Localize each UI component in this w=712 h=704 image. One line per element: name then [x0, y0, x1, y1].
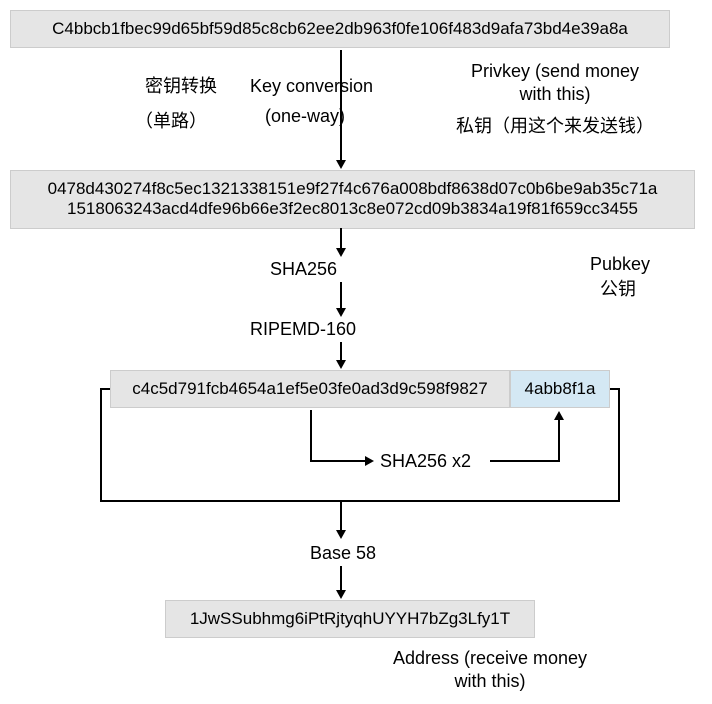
- arrow-head: [554, 411, 564, 420]
- privkey-box: C4bbcb1fbec99d65bf59d85c8cb62ee2db963f0f…: [10, 10, 670, 48]
- checksum-box: 4abb8f1a: [510, 370, 610, 408]
- arrow-head: [336, 308, 346, 317]
- pubkey-box: 0478d430274f8c5ec1321338151e9f27f4c676a0…: [10, 170, 695, 229]
- sha256x2-label: SHA256 x2: [380, 450, 471, 473]
- hash160-text: c4c5d791fcb4654a1ef5e03fe0ad3d9c598f9827: [132, 379, 487, 398]
- arrow-head: [336, 530, 346, 539]
- address-text: 1JwSSubhmg6iPtRjtyqhUYYH7bZg3Lfy1T: [190, 609, 510, 628]
- pubkey-en-label: Pubkey: [590, 253, 650, 276]
- arrow-head: [336, 160, 346, 169]
- arrow-head: [336, 360, 346, 369]
- privkey-label-en: Privkey (send moneywith this): [420, 60, 690, 107]
- arrow-line: [490, 460, 560, 462]
- address-label: Address (receive moneywith this): [360, 647, 620, 694]
- arrow-line: [610, 388, 620, 390]
- arrow-line: [100, 388, 110, 390]
- arrow-head: [365, 456, 374, 466]
- arrow-line: [618, 388, 620, 500]
- arrow-line: [340, 342, 342, 360]
- hash160-box: c4c5d791fcb4654a1ef5e03fe0ad3d9c598f9827: [110, 370, 510, 408]
- privkey-text: C4bbcb1fbec99d65bf59d85c8cb62ee2db963f0f…: [52, 19, 628, 38]
- arrow-line: [340, 282, 342, 308]
- checksum-text: 4abb8f1a: [525, 379, 596, 398]
- arrow-line: [340, 502, 342, 530]
- arrow-head: [336, 590, 346, 599]
- arrow-line: [100, 388, 102, 500]
- arrow-line: [558, 420, 560, 462]
- ripemd-label: RIPEMD-160: [250, 318, 356, 341]
- pubkey-line2: 1518063243acd4dfe96b66e3f2ec8013c8e072cd…: [67, 199, 638, 218]
- base58-label: Base 58: [310, 542, 376, 565]
- keyconv-cn-label: 密钥转换: [145, 75, 217, 98]
- arrow-line: [340, 566, 342, 590]
- sha256-label: SHA256: [270, 258, 337, 281]
- oneway-en-label: (one-way): [265, 105, 345, 128]
- arrow-head: [336, 248, 346, 257]
- pubkey-line1: 0478d430274f8c5ec1321338151e9f27f4c676a0…: [48, 179, 658, 198]
- pubkey-cn-label: 公钥: [600, 278, 636, 301]
- arrow-line: [340, 228, 342, 248]
- address-box: 1JwSSubhmg6iPtRjtyqhUYYH7bZg3Lfy1T: [165, 600, 535, 638]
- oneway-cn-label: （单路）: [135, 110, 207, 133]
- arrow-line: [310, 410, 312, 460]
- privkey-label-cn: 私钥（用这个来发送钱）: [420, 115, 690, 138]
- arrow-line: [310, 460, 365, 462]
- arrow-line: [100, 500, 620, 502]
- keyconv-en-label: Key conversion: [250, 75, 373, 98]
